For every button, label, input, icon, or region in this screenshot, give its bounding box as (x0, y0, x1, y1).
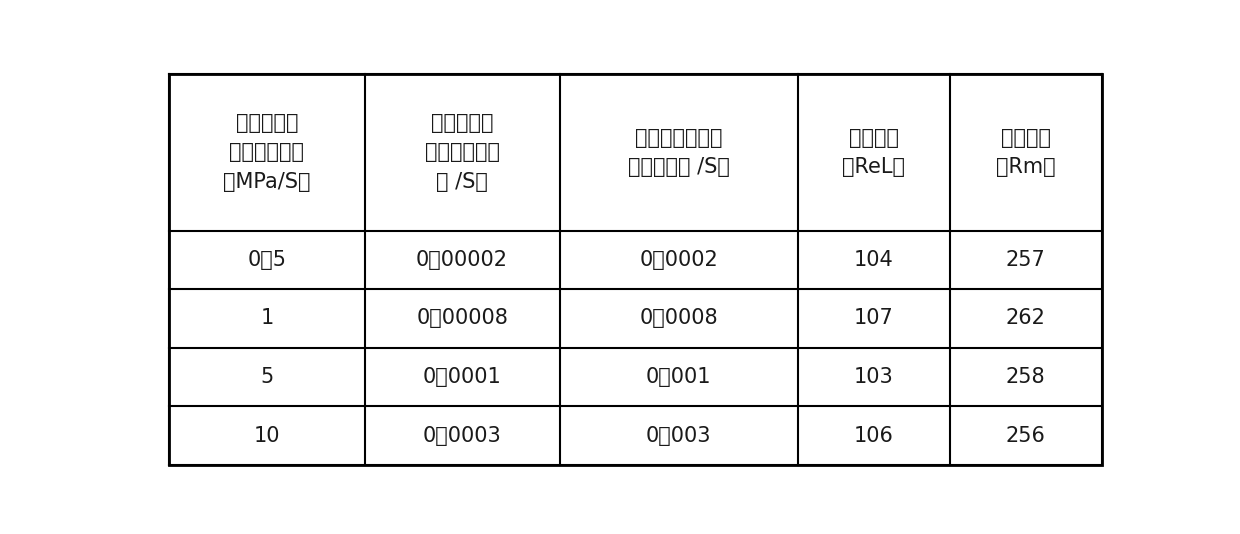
Text: 0．001: 0．001 (646, 367, 712, 387)
Text: 103: 103 (854, 367, 894, 387)
Text: 106: 106 (854, 426, 894, 446)
Text: 104: 104 (854, 250, 894, 270)
Text: 107: 107 (854, 309, 894, 328)
Text: 258: 258 (1006, 367, 1045, 387)
Text: 0．5: 0．5 (248, 250, 286, 270)
Text: 0．0008: 0．0008 (640, 309, 718, 328)
Text: 10: 10 (254, 426, 280, 446)
Text: 256: 256 (1006, 426, 1045, 446)
Text: 0．0002: 0．0002 (640, 250, 718, 270)
Text: 0．003: 0．003 (646, 426, 712, 446)
Text: 屈服后速率（应
变控制）（ /S）: 屈服后速率（应 变控制）（ /S） (627, 128, 730, 177)
Text: 屈服强度
（ReL）: 屈服强度 （ReL） (842, 128, 905, 177)
Text: 弹性段速率
（应力控制）
（MPa/S）: 弹性段速率 （应力控制） （MPa/S） (223, 113, 311, 192)
Text: 1: 1 (260, 309, 274, 328)
Text: 抗拉强度
（Rm）: 抗拉强度 （Rm） (996, 128, 1055, 177)
Text: 262: 262 (1006, 309, 1045, 328)
Text: 5: 5 (260, 367, 274, 387)
Text: 0．00002: 0．00002 (417, 250, 508, 270)
Text: 0．0003: 0．0003 (423, 426, 501, 446)
Text: 屈服段速率
（应变控制）
（ /S）: 屈服段速率 （应变控制） （ /S） (424, 113, 500, 192)
Text: 257: 257 (1006, 250, 1045, 270)
Text: 0．00008: 0．00008 (417, 309, 508, 328)
Text: 0．0001: 0．0001 (423, 367, 501, 387)
